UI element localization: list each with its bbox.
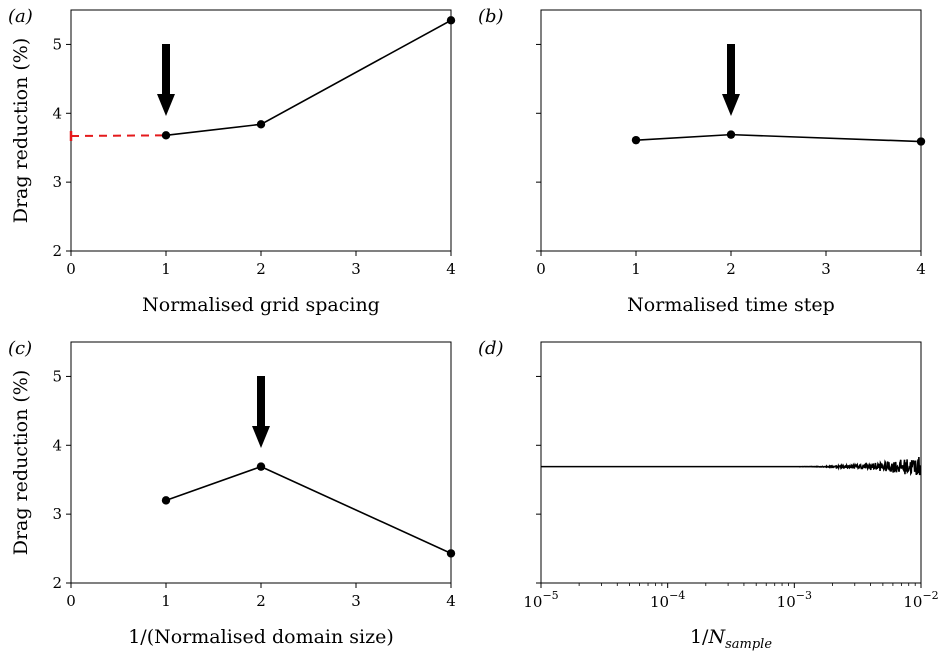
panel-label: (c) bbox=[8, 338, 32, 359]
panel-label: (d) bbox=[478, 338, 504, 359]
x-tick-label: 3 bbox=[351, 260, 361, 278]
arrow-shaft bbox=[727, 44, 735, 94]
x-tick-label: 3 bbox=[821, 260, 831, 278]
axes-frame bbox=[540, 341, 922, 584]
marker-layer bbox=[161, 376, 456, 558]
y-tick-label: 2 bbox=[52, 242, 62, 260]
series-line bbox=[165, 465, 451, 555]
x-tick-label: 2 bbox=[256, 592, 266, 610]
x-tick-label: 2 bbox=[726, 260, 736, 278]
arrow-shaft bbox=[257, 376, 265, 426]
data-point bbox=[446, 549, 456, 558]
series-line bbox=[635, 133, 921, 143]
arrow-shaft bbox=[162, 44, 170, 94]
data-layer bbox=[165, 465, 451, 555]
x-tick-label: 1 bbox=[631, 260, 641, 278]
tick-exponent: −3 bbox=[796, 589, 812, 602]
tick-exponent: −4 bbox=[669, 589, 685, 602]
arrow-head bbox=[252, 426, 270, 448]
data-point bbox=[631, 135, 641, 145]
axes-frame bbox=[70, 9, 452, 252]
x-axis-title: 1/Nsample bbox=[690, 626, 772, 652]
x-axis-title: Normalised time step bbox=[627, 294, 835, 316]
x-tick-label: 0 bbox=[66, 592, 76, 610]
x-tick-label: 3 bbox=[351, 592, 361, 610]
x-tick-label: 0 bbox=[66, 260, 76, 278]
y-axis-title: Drag reduction (%) bbox=[10, 38, 32, 224]
x-tick-label: 4 bbox=[446, 260, 456, 278]
y-tick-label: 5 bbox=[52, 35, 62, 53]
y-tick-label: 4 bbox=[52, 436, 62, 454]
x-tick-label: 2 bbox=[256, 260, 266, 278]
data-layer bbox=[635, 133, 921, 143]
y-tick-label: 4 bbox=[52, 104, 62, 122]
x-axis-title-sub: sample bbox=[725, 637, 772, 652]
x-tick-label: 10−4 bbox=[650, 589, 685, 611]
x-axis-title: Normalised grid spacing bbox=[142, 294, 380, 316]
data-point bbox=[916, 137, 926, 146]
data-layer bbox=[541, 456, 921, 477]
tick-base: 10 bbox=[523, 593, 542, 611]
y-tick-label: 2 bbox=[52, 574, 62, 592]
extrapolation-line bbox=[71, 134, 167, 138]
tick-base: 10 bbox=[903, 593, 922, 611]
arrow-head bbox=[157, 94, 175, 116]
tick-base: 10 bbox=[777, 593, 796, 611]
data-point bbox=[256, 462, 266, 471]
data-point bbox=[161, 496, 171, 505]
x-tick-label: 0 bbox=[536, 260, 546, 278]
y-axis-title: Drag reduction (%) bbox=[10, 370, 32, 556]
data-point bbox=[726, 130, 736, 139]
x-tick-label: 10−5 bbox=[523, 589, 558, 611]
data-point bbox=[446, 16, 456, 25]
arrow-head bbox=[722, 94, 740, 116]
y-tick-label: 3 bbox=[52, 505, 62, 523]
x-axis-title-var: N bbox=[707, 626, 726, 648]
data-layer bbox=[71, 19, 451, 138]
x-tick-label: 1 bbox=[161, 592, 171, 610]
signal-line bbox=[541, 456, 921, 477]
data-point bbox=[161, 131, 171, 140]
x-tick-label: 4 bbox=[446, 592, 456, 610]
x-axis-title-prefix: 1/ bbox=[690, 626, 709, 648]
y-tick-label: 3 bbox=[52, 173, 62, 191]
x-tick-label: 10−3 bbox=[777, 589, 812, 611]
tick-exponent: −5 bbox=[542, 589, 558, 602]
panel-label: (b) bbox=[478, 6, 504, 27]
tick-exponent: −2 bbox=[922, 589, 938, 602]
data-point bbox=[256, 120, 266, 129]
panel-b: 0 1 2 3 4 Normalised time step (b) bbox=[478, 6, 926, 316]
panel-a: 2 3 4 5 0 1 2 3 4 Normalised grid spacing Drag red… bbox=[8, 6, 456, 316]
panel-label: (a) bbox=[8, 6, 33, 27]
marker-layer bbox=[631, 44, 926, 146]
x-tick-label: 4 bbox=[916, 260, 926, 278]
tick-base: 10 bbox=[650, 593, 669, 611]
x-tick-label: 1 bbox=[161, 260, 171, 278]
series-line bbox=[165, 19, 451, 137]
panel-c: 2 3 4 5 0 1 2 3 4 1/(Normalised domain size) Drag … bbox=[8, 338, 456, 648]
marker-layer bbox=[69, 16, 456, 142]
y-tick-label: 5 bbox=[52, 367, 62, 385]
x-axis-title: 1/(Normalised domain size) bbox=[128, 626, 394, 648]
x-tick-label: 10−2 bbox=[903, 589, 938, 611]
panel-d: 10−5 10−4 10−3 10−21/Nsample(d) bbox=[478, 338, 939, 652]
